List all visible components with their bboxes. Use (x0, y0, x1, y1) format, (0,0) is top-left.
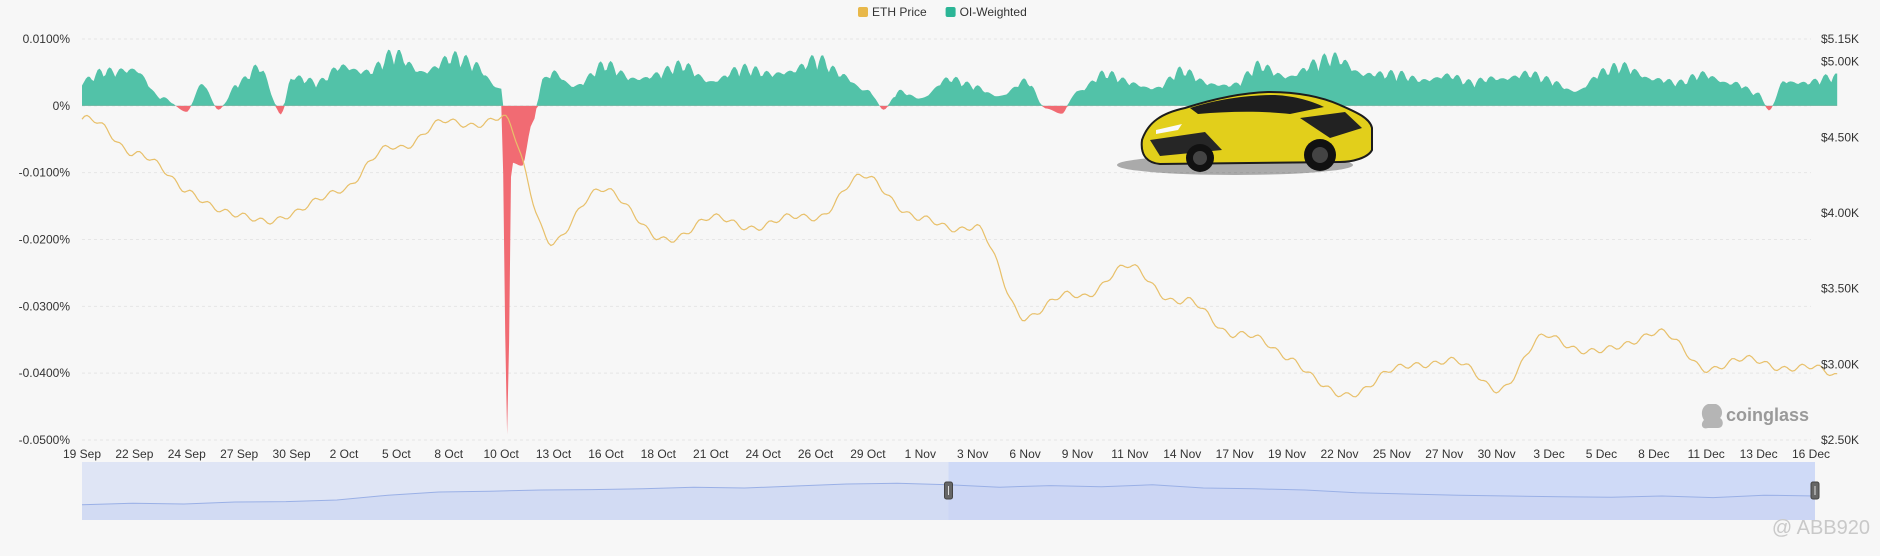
funding-negative-area (82, 105, 1838, 435)
left-axis: 0.0100% 0% -0.0100% -0.0200% -0.0300% -0.0400… (19, 32, 71, 447)
x-tick-label: 13 Oct (536, 447, 572, 461)
x-tick-label: 19 Sep (63, 447, 101, 461)
x-tick-label: 9 Nov (1062, 447, 1093, 461)
x-tick-label: 8 Dec (1638, 447, 1669, 461)
x-tick-label: 8 Oct (434, 447, 463, 461)
left-tick-label: -0.0200% (19, 233, 71, 247)
eth-price-line (81, 114, 1838, 398)
left-tick-label: -0.0500% (19, 433, 71, 447)
x-tick-label: 27 Nov (1425, 447, 1463, 461)
x-tick-label: 16 Oct (588, 447, 624, 461)
x-tick-label: 5 Dec (1586, 447, 1617, 461)
car-headlight (1156, 124, 1182, 134)
car-windshield (1190, 95, 1324, 114)
price-line-series (81, 114, 1838, 398)
x-tick-label: 18 Oct (641, 447, 677, 461)
x-tick-label: 27 Sep (220, 447, 258, 461)
left-tick-label: -0.0400% (19, 366, 71, 380)
x-tick-label: 17 Nov (1216, 447, 1254, 461)
x-tick-label: 24 Oct (745, 447, 781, 461)
x-tick-label: 22 Nov (1320, 447, 1358, 461)
funding-area-series (82, 49, 1838, 435)
car-rear-wheel-rim (1312, 147, 1328, 163)
car-side-vent (1300, 112, 1362, 138)
left-tick-label: 0.0100% (23, 32, 71, 46)
x-tick-label: 19 Nov (1268, 447, 1306, 461)
x-tick-label: 21 Oct (693, 447, 729, 461)
x-axis: 19 Sep 22 Sep 24 Sep 27 Sep 30 Sep 2 Oct 5 Oct… (63, 447, 1830, 461)
right-tick-label: $4.00K (1821, 206, 1859, 220)
right-axis: $5.15K $5.00K $4.50K $4.00K $3.50K $3.00K $2.5… (1821, 32, 1859, 447)
x-tick-label: 3 Nov (957, 447, 988, 461)
x-tick-label: 6 Nov (1009, 447, 1040, 461)
x-tick-label: 14 Nov (1163, 447, 1201, 461)
coinglass-watermark: coinglass (1701, 404, 1809, 429)
x-tick-label: 1 Nov (905, 447, 936, 461)
right-tick-label: $4.50K (1821, 130, 1859, 144)
right-tick-label: $5.00K (1821, 55, 1859, 69)
x-tick-label: 2 Oct (330, 447, 359, 461)
x-tick-label: 30 Sep (273, 447, 311, 461)
funding-positive-area (82, 49, 1838, 106)
x-tick-label: 16 Dec (1792, 447, 1830, 461)
legend-label-price: ETH Price (872, 5, 927, 19)
navigator-area (82, 483, 1815, 520)
x-tick-label: 25 Nov (1373, 447, 1411, 461)
author-credit: @ ABB920 (1772, 517, 1870, 539)
x-tick-label: 30 Nov (1478, 447, 1516, 461)
x-tick-label: 29 Oct (850, 447, 886, 461)
x-tick-label: 10 Oct (483, 447, 519, 461)
legend-swatch-price (858, 7, 868, 17)
x-tick-label: 11 Nov (1111, 447, 1148, 461)
x-tick-label: 24 Sep (168, 447, 206, 461)
right-tick-label: $5.15K (1821, 32, 1859, 46)
left-tick-label: 0% (53, 99, 71, 113)
right-tick-label: $3.50K (1821, 282, 1859, 296)
watermark-text: coinglass (1726, 405, 1809, 425)
left-tick-label: -0.0300% (19, 299, 71, 313)
x-tick-label: 11 Dec (1688, 447, 1725, 461)
sports-car-image (1117, 90, 1373, 175)
legend-label-funding: OI-Weighted (960, 5, 1027, 19)
coinglass-logo-icon (1701, 404, 1723, 429)
right-tick-label: $2.50K (1821, 433, 1859, 447)
legend-swatch-funding (945, 7, 956, 17)
x-tick-label: 26 Oct (798, 447, 834, 461)
legend[interactable]: ETH Price OI-Weighted (858, 5, 1027, 19)
car-front-wheel-rim (1193, 151, 1207, 165)
left-tick-label: -0.0100% (19, 166, 71, 180)
x-tick-label: 5 Oct (382, 447, 411, 461)
x-tick-label: 3 Dec (1533, 447, 1564, 461)
range-navigator[interactable] (81, 462, 1820, 520)
x-tick-label: 13 Dec (1740, 447, 1778, 461)
right-tick-label: $3.00K (1821, 357, 1859, 371)
x-tick-label: 22 Sep (115, 447, 153, 461)
